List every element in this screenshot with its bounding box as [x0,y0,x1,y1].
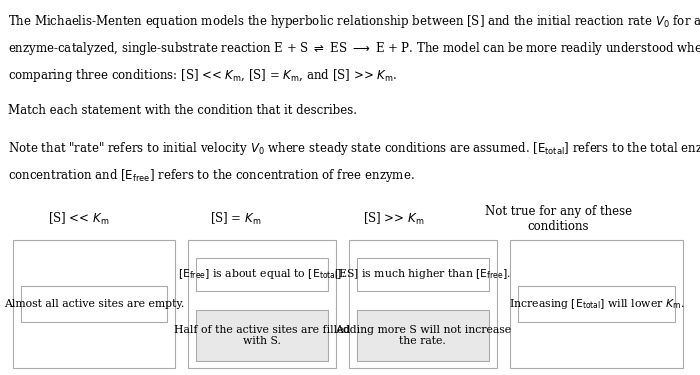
FancyBboxPatch shape [188,240,336,368]
FancyBboxPatch shape [196,310,328,361]
FancyBboxPatch shape [13,240,175,368]
FancyBboxPatch shape [518,286,675,322]
Text: Adding more S will not increase
the rate.: Adding more S will not increase the rate… [335,325,511,346]
Text: Half of the active sites are filled
with S.: Half of the active sites are filled with… [174,325,350,346]
Text: $[\mathrm{E_{free}}]$ is about equal to $[\mathrm{E_{total}}]$.: $[\mathrm{E_{free}}]$ is about equal to … [178,267,346,281]
Text: Almost all active sites are empty.: Almost all active sites are empty. [4,299,184,309]
FancyBboxPatch shape [510,240,683,368]
Text: comparing three conditions: [S] << $K_\mathrm{m}$, [S] = $K_\mathrm{m}$, and [S]: comparing three conditions: [S] << $K_\m… [8,67,398,84]
FancyBboxPatch shape [349,240,497,368]
Text: Increasing $[\mathrm{E_{total}}]$ will lower $K_\mathrm{m}$.: Increasing $[\mathrm{E_{total}}]$ will l… [509,297,684,311]
Text: Note that "rate" refers to initial velocity $V_0$ where steady state conditions : Note that "rate" refers to initial veloc… [8,140,700,157]
Text: Match each statement with the condition that it describes.: Match each statement with the condition … [8,104,358,117]
Text: [ES] is much higher than $[\mathrm{E_{free}}]$.: [ES] is much higher than $[\mathrm{E_{fr… [335,267,511,281]
Text: [S] << $K_\mathrm{m}$: [S] << $K_\mathrm{m}$ [48,211,109,227]
FancyBboxPatch shape [21,286,167,322]
Text: [S] = $K_\mathrm{m}$: [S] = $K_\mathrm{m}$ [210,211,262,227]
FancyBboxPatch shape [196,258,328,291]
Text: concentration and [$\mathrm{E_{free}}$] refers to the concentration of free enzy: concentration and [$\mathrm{E_{free}}$] … [8,167,415,184]
Text: [S] >> $K_\mathrm{m}$: [S] >> $K_\mathrm{m}$ [363,211,425,227]
FancyBboxPatch shape [357,310,489,361]
Text: enzyme-catalyzed, single-substrate reaction E + S $\rightleftharpoons$ ES $\long: enzyme-catalyzed, single-substrate react… [8,40,700,57]
Text: Not true for any of these
conditions: Not true for any of these conditions [485,206,632,233]
FancyBboxPatch shape [357,258,489,291]
Text: The Michaelis-Menten equation models the hyperbolic relationship between [S] and: The Michaelis-Menten equation models the… [8,13,700,30]
